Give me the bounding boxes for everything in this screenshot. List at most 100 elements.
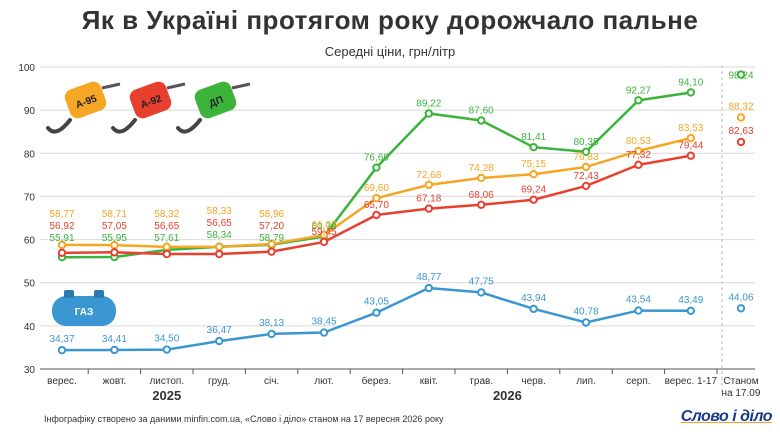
gas-cylinder-icon (52, 296, 116, 326)
current-point (736, 137, 746, 147)
x-tick-label: берез. (362, 375, 391, 387)
footnote: Інфографіку створено за даними minfin.co… (44, 414, 444, 424)
data-label: 36,47 (207, 325, 232, 336)
data-label: 58,96 (259, 209, 284, 220)
fuel-badge-label: ДП (208, 95, 225, 110)
data-label: 57,20 (259, 221, 284, 232)
data-point (686, 133, 695, 143)
data-point (319, 237, 329, 247)
data-point (424, 180, 433, 190)
data-point (57, 248, 67, 258)
data-point (267, 247, 276, 256)
y-tick-label: 50 (24, 279, 36, 290)
data-point (424, 283, 433, 293)
data-point (529, 195, 538, 204)
current-label: 44,06 (728, 292, 753, 303)
data-label: 34,37 (49, 334, 74, 345)
data-label: 72,43 (573, 171, 598, 182)
data-label: 94,10 (678, 77, 703, 88)
data-label: 43,54 (626, 295, 651, 306)
data-point (110, 345, 119, 355)
data-point (57, 345, 67, 355)
data-point (634, 160, 643, 170)
data-label: 89,22 (416, 99, 441, 110)
hose-icon (176, 118, 202, 134)
current-point (736, 113, 746, 122)
data-point (477, 173, 486, 183)
x-tick-label: серп. (626, 376, 650, 387)
y-tick-label: 90 (24, 106, 36, 117)
data-point (686, 88, 695, 97)
x-tick-label: верес. 1-17 (665, 376, 718, 387)
data-label: 77,32 (626, 150, 651, 161)
data-label: 58,33 (207, 206, 232, 217)
data-label: 80,35 (573, 137, 598, 148)
data-point (372, 210, 381, 220)
data-point (267, 329, 276, 339)
data-label: 48,77 (416, 272, 441, 283)
data-label: 57,61 (154, 233, 179, 244)
x-tick-label: лип. (576, 376, 596, 387)
data-label: 79,44 (678, 141, 703, 152)
fuel-nozzle-icon (129, 81, 172, 119)
data-point (162, 345, 172, 354)
data-point (529, 170, 538, 179)
x-tick-label-current: на 17.09 (722, 388, 761, 399)
y-tick-label: 80 (24, 149, 36, 160)
data-point (686, 306, 695, 316)
data-label: 43,49 (678, 295, 703, 306)
data-point (686, 151, 695, 160)
x-tick-label: черв. (521, 376, 545, 387)
data-point (57, 240, 67, 250)
data-label: 72,68 (416, 170, 441, 181)
current-point (736, 304, 746, 313)
data-label: 61,07 (311, 220, 336, 231)
data-point (477, 200, 486, 209)
data-point (634, 96, 643, 105)
data-label: 80,53 (626, 136, 651, 147)
data-label: 92,27 (626, 85, 651, 96)
data-label: 69,60 (364, 183, 389, 194)
current-point (736, 70, 746, 79)
data-label: 56,65 (154, 221, 179, 232)
fuel-nozzle-icon (64, 81, 107, 119)
x-tick-label: верес. (47, 376, 77, 387)
current-label: 88,32 (728, 101, 753, 112)
data-label: 57,05 (102, 221, 127, 232)
x-tick-label: лют. (314, 376, 333, 387)
data-point (267, 239, 276, 249)
data-point (424, 204, 433, 213)
y-tick-label: 100 (18, 63, 35, 74)
data-point (634, 146, 643, 156)
data-label: 60,73 (311, 221, 336, 232)
data-point (372, 193, 381, 203)
y-tick-label: 70 (24, 192, 36, 203)
data-point (529, 143, 538, 152)
data-label: 59,45 (311, 227, 336, 238)
data-label: 68,06 (469, 190, 494, 201)
x-tick-label: листоп. (149, 376, 184, 387)
x-tick-label-current: Станом (723, 376, 758, 387)
data-label: 34,41 (102, 334, 127, 345)
brand-logo-text: Слово і діло (680, 408, 773, 425)
data-point (319, 328, 329, 337)
data-label: 58,32 (154, 209, 179, 220)
x-tick-label: квіт. (420, 376, 438, 387)
data-label: 38,13 (259, 318, 284, 329)
data-label: 83,53 (678, 123, 703, 134)
data-point (581, 181, 591, 191)
data-label: 56,92 (49, 221, 74, 232)
data-label: 87,60 (469, 105, 494, 116)
nozzle-spout-icon (101, 82, 121, 90)
data-label: 58,34 (207, 230, 232, 241)
data-label: 55,95 (102, 233, 127, 244)
data-point (529, 304, 538, 314)
data-point (477, 288, 486, 297)
year-label: 2026 (493, 388, 522, 403)
year-label: 2025 (152, 388, 181, 403)
data-label: 74,28 (469, 163, 494, 174)
data-point (477, 116, 486, 125)
data-point (634, 306, 643, 315)
chart-title: Як в Україні протягом року дорожчало пал… (81, 5, 699, 35)
